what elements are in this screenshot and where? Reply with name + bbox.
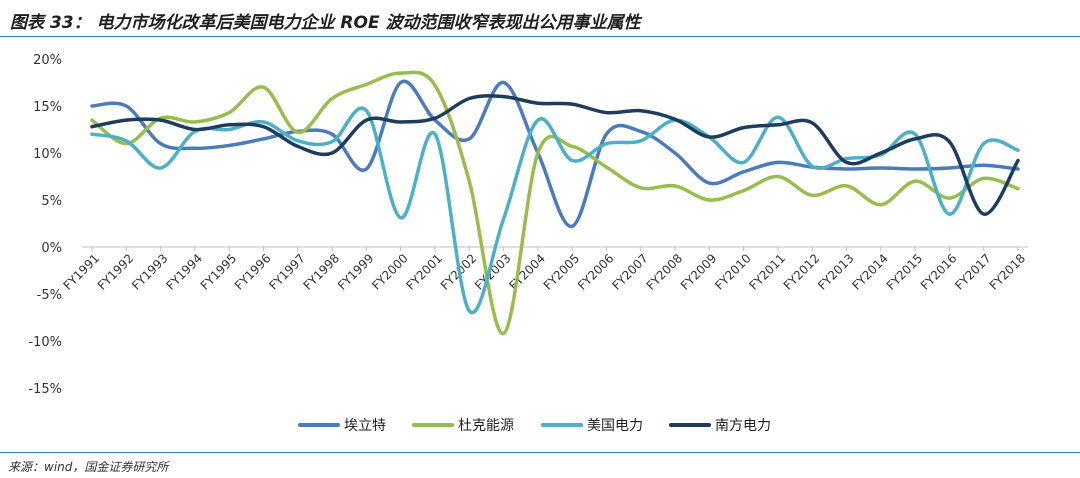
x-tick-label: FY2018 (987, 251, 1029, 293)
y-tick-label: -5% (37, 288, 62, 303)
x-tick-label: FY2013 (815, 251, 857, 293)
y-tick-label: 10% (33, 147, 62, 162)
series-line-aep (90, 106, 1020, 315)
x-tick-label: FY1993 (129, 251, 171, 293)
x-tick-label: FY2000 (369, 251, 411, 293)
x-tick-label: FY2009 (678, 251, 720, 293)
roe-line-chart: -15%-10%-5%0%5%10%15%20% FY1991FY1992FY1… (28, 53, 1029, 434)
legend-item-southern: 南方电力 (669, 418, 771, 434)
legend-item-duke: 杜克能源 (412, 418, 514, 434)
x-tick-label: FY2001 (404, 251, 446, 293)
legend-item-aep: 美国电力 (541, 418, 643, 434)
y-tick-label: -10% (28, 335, 62, 350)
x-tick-label: FY1995 (198, 251, 240, 293)
x-tick-label: FY1997 (266, 251, 308, 293)
x-tick-label: FY2015 (884, 251, 926, 293)
x-tick-label: FY2008 (644, 251, 686, 293)
x-tick-label: FY2016 (918, 251, 960, 293)
legend-item-aili: 埃立特 (298, 418, 386, 434)
x-tick-label: FY2005 (541, 251, 583, 293)
legend-label: 埃立特 (344, 418, 386, 434)
y-tick-label: 0% (41, 241, 62, 256)
series-lines (90, 70, 1020, 336)
x-tick-label: FY1996 (232, 251, 274, 293)
x-tick-label: FY2007 (609, 251, 651, 293)
x-axis: FY1991FY1992FY1993FY1994FY1995FY1996FY19… (61, 246, 1029, 293)
x-tick-label: FY2010 (712, 251, 754, 293)
y-axis: -15% -10% -5% 0% 5% 10% 15% 20% (28, 53, 62, 397)
x-tick-label: FY2006 (575, 251, 617, 293)
x-tick-label: FY2012 (781, 251, 823, 293)
legend-label: 美国电力 (587, 418, 643, 434)
x-tick-label: FY2011 (746, 251, 788, 293)
series-line-duke (90, 70, 1020, 336)
source-note: 来源：wind，国金证券研究所 (8, 460, 169, 474)
x-tick-label: FY1994 (163, 251, 205, 293)
y-tick-label: 15% (33, 100, 62, 115)
x-tick-label: FY1998 (301, 251, 343, 293)
y-tick-label: 20% (33, 53, 62, 68)
legend-label: 杜克能源 (458, 418, 514, 434)
y-tick-label: -15% (28, 382, 62, 397)
legend-label: 南方电力 (715, 418, 771, 434)
bottom-rule (0, 452, 1080, 453)
x-tick-label: FY1992 (95, 251, 137, 293)
series-line-southern (90, 94, 1020, 216)
series-line-aili (90, 79, 1020, 229)
legend: 埃立特 杜克能源 美国电力 南方电力 (298, 418, 771, 434)
y-tick-label: 5% (41, 194, 62, 209)
top-rule (0, 36, 1080, 37)
x-tick-label: FY1991 (61, 251, 103, 293)
x-tick-label: FY2017 (952, 251, 994, 293)
x-tick-label: FY2014 (849, 251, 891, 293)
x-tick-label: FY1999 (335, 251, 377, 293)
x-tick-label: FY2004 (506, 251, 548, 293)
figure-title: 图表 33： 电力市场化改革后美国电力企业 ROE 波动范围收窄表现出公用事业属… (10, 13, 641, 33)
